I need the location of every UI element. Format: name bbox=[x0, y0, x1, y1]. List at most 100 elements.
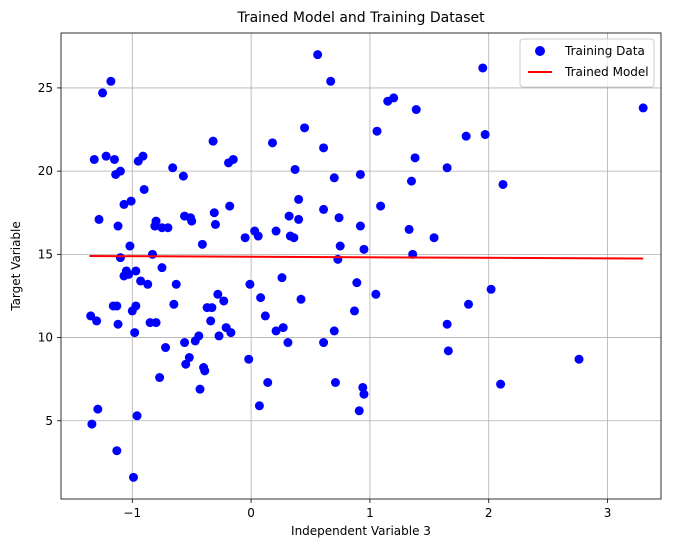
data-point bbox=[256, 293, 266, 303]
data-point bbox=[138, 151, 148, 161]
data-point bbox=[329, 326, 339, 336]
data-point bbox=[443, 346, 453, 356]
y-tick-label: 20 bbox=[38, 164, 53, 178]
data-point bbox=[130, 328, 140, 338]
data-point bbox=[136, 276, 146, 286]
data-point bbox=[139, 184, 149, 194]
data-point bbox=[461, 131, 471, 141]
data-point bbox=[330, 378, 340, 387]
data-point bbox=[329, 173, 339, 183]
legend: Training Data Trained Model bbox=[519, 38, 655, 88]
data-point bbox=[184, 353, 194, 363]
data-point bbox=[125, 241, 135, 251]
data-point bbox=[131, 266, 141, 276]
data-point bbox=[429, 233, 439, 243]
data-point bbox=[355, 169, 365, 179]
data-point bbox=[210, 219, 220, 229]
data-point bbox=[143, 279, 153, 289]
data-point bbox=[352, 278, 362, 288]
data-point bbox=[209, 208, 219, 218]
data-point bbox=[180, 338, 190, 348]
data-point bbox=[358, 382, 368, 392]
data-point bbox=[410, 153, 420, 163]
data-point bbox=[496, 379, 506, 389]
data-point bbox=[151, 318, 161, 328]
data-point bbox=[442, 163, 452, 173]
data-point bbox=[171, 279, 181, 289]
data-point bbox=[195, 384, 205, 394]
data-point bbox=[226, 328, 236, 338]
data-point bbox=[228, 154, 238, 164]
data-point bbox=[244, 354, 254, 364]
data-point bbox=[404, 224, 414, 234]
y-axis-title: Target Variable bbox=[9, 221, 23, 312]
data-point bbox=[480, 130, 490, 140]
data-point bbox=[89, 154, 99, 164]
data-point bbox=[406, 176, 416, 186]
grid bbox=[61, 33, 661, 499]
legend-label-training-data: Training Data bbox=[564, 44, 645, 58]
data-point bbox=[94, 214, 104, 224]
data-point bbox=[498, 179, 508, 189]
data-point bbox=[119, 199, 129, 209]
data-point bbox=[319, 143, 329, 153]
data-point bbox=[319, 338, 329, 348]
legend-label-trained-model: Trained Model bbox=[564, 65, 649, 79]
data-point bbox=[126, 196, 136, 206]
data-point bbox=[87, 419, 97, 429]
data-point bbox=[290, 164, 300, 174]
data-point bbox=[267, 138, 277, 148]
data-point bbox=[157, 263, 167, 273]
data-point bbox=[101, 151, 111, 161]
data-point bbox=[115, 253, 125, 263]
axes: −1 0 1 2 3 5 10 15 20 25 bbox=[38, 81, 612, 520]
data-point bbox=[254, 401, 264, 411]
data-point bbox=[124, 269, 134, 279]
data-point bbox=[354, 406, 364, 416]
data-point bbox=[319, 204, 329, 214]
data-point bbox=[132, 411, 142, 421]
data-point bbox=[263, 378, 273, 387]
x-axis-title: Independent Variable 3 bbox=[291, 524, 431, 538]
data-point bbox=[194, 331, 204, 341]
data-point bbox=[359, 244, 369, 254]
data-point bbox=[93, 404, 103, 414]
data-point bbox=[109, 154, 119, 164]
data-point bbox=[294, 214, 304, 224]
data-point bbox=[128, 472, 138, 482]
data-point bbox=[168, 163, 178, 173]
chart-title: Trained Model and Training Dataset bbox=[236, 10, 485, 26]
data-point bbox=[178, 171, 188, 181]
data-point bbox=[112, 446, 122, 456]
data-point bbox=[296, 294, 306, 304]
x-tick-label: 0 bbox=[247, 506, 255, 520]
data-point bbox=[334, 213, 344, 223]
data-point bbox=[349, 306, 359, 316]
data-point bbox=[240, 233, 250, 243]
data-point bbox=[208, 136, 218, 146]
data-point bbox=[313, 50, 323, 60]
data-point bbox=[112, 301, 122, 311]
data-point bbox=[115, 166, 125, 176]
data-point bbox=[376, 201, 386, 211]
x-tick-label: 3 bbox=[604, 506, 612, 520]
data-point bbox=[574, 354, 584, 364]
data-point bbox=[206, 316, 216, 326]
data-point bbox=[225, 201, 235, 211]
data-point bbox=[359, 389, 369, 399]
data-point bbox=[478, 63, 488, 73]
data-point bbox=[372, 126, 382, 136]
data-point bbox=[283, 338, 293, 348]
y-tick-label: 5 bbox=[45, 414, 53, 428]
data-point bbox=[277, 273, 287, 283]
data-point bbox=[151, 216, 161, 226]
data-point bbox=[200, 366, 210, 376]
model-line bbox=[89, 255, 644, 260]
plot-area bbox=[86, 50, 648, 482]
data-point bbox=[326, 76, 336, 86]
x-tick-label: 1 bbox=[366, 506, 374, 520]
x-tick-label: −1 bbox=[123, 506, 141, 520]
data-point bbox=[169, 299, 179, 309]
